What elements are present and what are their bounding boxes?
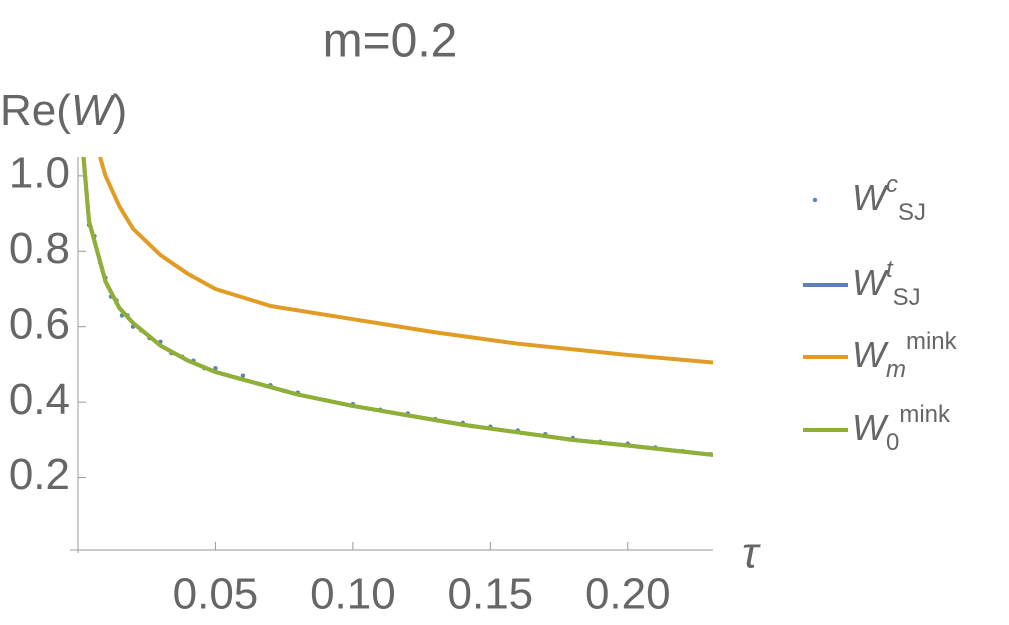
y-axis-label-part: )	[112, 86, 127, 135]
legend-name: W	[852, 407, 889, 448]
y-axis-label: Re(W)	[0, 86, 127, 135]
y-axis-label-part: Re(	[0, 86, 71, 135]
legend-label: W0mink	[852, 401, 951, 456]
legend-name-part: mink	[906, 328, 958, 355]
x-tick-label: 0.10	[310, 570, 396, 619]
line	[81, 157, 713, 457]
chart-title: m=0.2	[323, 15, 458, 68]
legend-label: WcSJ	[852, 171, 926, 226]
legend-name: W	[852, 334, 889, 375]
y-tick-label: 0.6	[9, 299, 70, 348]
x-axis-label: τ	[742, 529, 761, 578]
plot-area	[81, 157, 713, 457]
legend-name-part: mink	[899, 401, 951, 428]
legend-name-part: m	[886, 356, 906, 383]
y-tick-label: 0.8	[9, 224, 70, 273]
line	[81, 157, 713, 457]
x-tick-label: 0.05	[173, 570, 259, 619]
legend-name: W	[852, 177, 889, 218]
y-tick-label: 0.4	[9, 375, 70, 424]
legend-name-part: t	[886, 256, 894, 283]
legend-name-part: c	[886, 171, 898, 198]
legend-marker	[812, 197, 818, 203]
line	[98, 157, 713, 365]
y-axis-label-part: W	[71, 86, 116, 135]
legend-name-part: SJ	[898, 199, 926, 226]
legend-name-part: 0	[886, 429, 899, 456]
data-point	[213, 366, 218, 371]
x-tick-label: 0.20	[585, 570, 671, 619]
data-point	[240, 373, 246, 378]
x-tick-label: 0.15	[448, 570, 534, 619]
legend-name: W	[852, 262, 889, 303]
legend-label: WtSJ	[852, 256, 921, 311]
legend-name-part: SJ	[893, 284, 921, 311]
y-tick-label: 1.0	[9, 148, 70, 197]
legend-label: Wmmink	[852, 328, 958, 383]
y-tick-label: 0.2	[9, 450, 70, 499]
